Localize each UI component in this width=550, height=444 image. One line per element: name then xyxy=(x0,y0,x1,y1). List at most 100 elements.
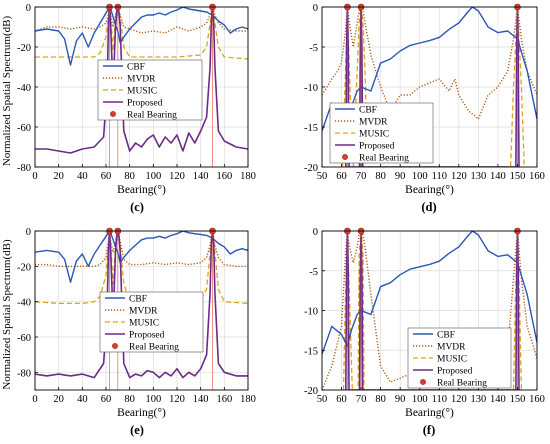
x-axis-label: Bearing(°) xyxy=(117,407,166,419)
panel-e: 0 20 40 60 80 100 120 140 160 180 -80 -60 -40 -20 0 Bea… xyxy=(1,227,256,437)
x-tick-label: 40 xyxy=(77,171,88,182)
y-axis-label: Normalized Spatial Spectrum(dB) xyxy=(1,239,13,390)
y-tick-label: -80 xyxy=(17,163,31,174)
y-tick-label: 0 xyxy=(313,3,318,14)
legend-label: MVDR xyxy=(437,343,466,353)
x-tick-label: 90 xyxy=(395,394,406,405)
x-tick-label: 20 xyxy=(53,394,64,405)
plot-area xyxy=(35,7,248,167)
x-tick-label: 160 xyxy=(529,171,545,182)
x-tick-label: 70 xyxy=(356,394,367,405)
x-tick-label: 140 xyxy=(490,171,506,182)
x-tick-label: 160 xyxy=(529,394,545,405)
legend-label: MVDR xyxy=(359,118,388,128)
legend-label: MVDR xyxy=(129,307,158,317)
series-line-mvdr xyxy=(35,7,248,34)
y-tick-label: -5 xyxy=(309,43,318,54)
x-tick-label: 60 xyxy=(101,394,112,405)
x-tick-label: 110 xyxy=(432,394,447,405)
x-tick-label: 40 xyxy=(77,394,88,405)
x-tick-label: 60 xyxy=(336,394,347,405)
x-axis-label: Bearing(°) xyxy=(405,407,454,419)
x-tick-label: 120 xyxy=(169,171,185,182)
series-line-cbf xyxy=(322,231,537,355)
legend-label: CBF xyxy=(127,63,145,73)
panel-d: 50 60 70 80 90 100 110 120 130 140 150 160 -20 -15 -10… xyxy=(304,3,545,214)
legend-label: MUSIC xyxy=(437,355,467,365)
y-tick-label: -20 xyxy=(17,262,31,273)
x-tick-label: 120 xyxy=(169,394,185,405)
panel-caption: (e) xyxy=(130,423,144,437)
y-tick-label: -20 xyxy=(304,163,318,174)
x-tick-label: 50 xyxy=(317,171,328,182)
legend-label: Proposed xyxy=(437,367,473,377)
y-axis-label: Normalized Spatial Spectrum(dB) xyxy=(1,16,13,167)
legend-label: Real Bearing xyxy=(129,343,179,353)
x-tick-label: 120 xyxy=(451,394,467,405)
x-tick-label: 90 xyxy=(395,171,406,182)
y-tick-label: -80 xyxy=(17,368,31,379)
x-tick-label: 100 xyxy=(412,171,428,182)
x-tick-label: 100 xyxy=(145,394,161,405)
x-tick-label: 150 xyxy=(510,394,526,405)
legend-marker xyxy=(420,379,426,385)
legend: CBF MVDR MUSIC Proposed Real Bearing xyxy=(329,102,434,164)
legend: CBF MVDR MUSIC Proposed Real Bearing xyxy=(407,327,512,389)
legend-label: Proposed xyxy=(359,142,395,152)
x-tick-label: 140 xyxy=(490,394,506,405)
legend: CBF MVDR MUSIC Proposed Real Bearing xyxy=(97,59,203,121)
y-tick-label: 0 xyxy=(313,227,318,238)
y-tick-label: -40 xyxy=(17,298,31,309)
legend-label: MUSIC xyxy=(129,319,159,329)
x-tick-label: 140 xyxy=(193,171,209,182)
legend-marker xyxy=(110,111,116,117)
plot-area xyxy=(322,231,537,390)
panel-caption: (f) xyxy=(423,423,436,437)
series-line-cbf xyxy=(35,231,248,283)
x-tick-label: 20 xyxy=(53,171,64,182)
panel-caption: (c) xyxy=(130,200,144,214)
x-tick-label: 70 xyxy=(356,171,367,182)
x-tick-label: 120 xyxy=(451,171,467,182)
x-tick-label: 140 xyxy=(193,394,209,405)
legend-label: MUSIC xyxy=(359,130,389,140)
x-tick-label: 0 xyxy=(32,171,37,182)
y-tick-label: 0 xyxy=(26,227,31,238)
legend-label: MVDR xyxy=(127,75,156,85)
x-axis-label: Bearing(°) xyxy=(117,184,166,196)
axes-frame xyxy=(34,230,249,391)
x-tick-label: 60 xyxy=(336,171,347,182)
x-tick-label: 80 xyxy=(124,171,135,182)
legend-label: Proposed xyxy=(129,331,165,341)
legend-label: CBF xyxy=(437,331,455,341)
x-tick-label: 80 xyxy=(375,394,386,405)
x-tick-label: 0 xyxy=(32,394,37,405)
x-tick-label: 100 xyxy=(412,394,428,405)
y-tick-label: -15 xyxy=(304,123,318,134)
x-tick-label: 60 xyxy=(101,171,112,182)
x-tick-label: 100 xyxy=(145,171,161,182)
y-tick-label: -60 xyxy=(17,333,31,344)
panel-f: 50 60 70 80 90 100 110 120 130 140 150 160 -20 -15 -10… xyxy=(304,227,545,437)
legend: CBF MVDR MUSIC Proposed Real Bearing xyxy=(99,291,204,353)
x-tick-label: 150 xyxy=(510,171,526,182)
y-tick-label: -10 xyxy=(304,307,318,318)
panel-caption: (d) xyxy=(421,200,436,214)
legend-label: MUSIC xyxy=(127,87,157,97)
x-tick-label: 50 xyxy=(317,394,328,405)
y-tick-label: -40 xyxy=(17,83,31,94)
series-line-cbf xyxy=(35,7,248,66)
x-tick-label: 110 xyxy=(432,171,447,182)
legend-label: CBF xyxy=(129,295,147,305)
y-tick-label: -60 xyxy=(17,123,31,134)
y-tick-label: -10 xyxy=(304,83,318,94)
y-tick-label: -15 xyxy=(304,346,318,357)
legend-marker xyxy=(112,343,118,349)
x-tick-label: 80 xyxy=(375,171,386,182)
x-tick-label: 180 xyxy=(240,171,256,182)
x-tick-label: 180 xyxy=(240,394,256,405)
x-axis-label: Bearing(°) xyxy=(405,184,454,196)
y-tick-label: -5 xyxy=(309,267,318,278)
x-tick-label: 160 xyxy=(216,394,232,405)
